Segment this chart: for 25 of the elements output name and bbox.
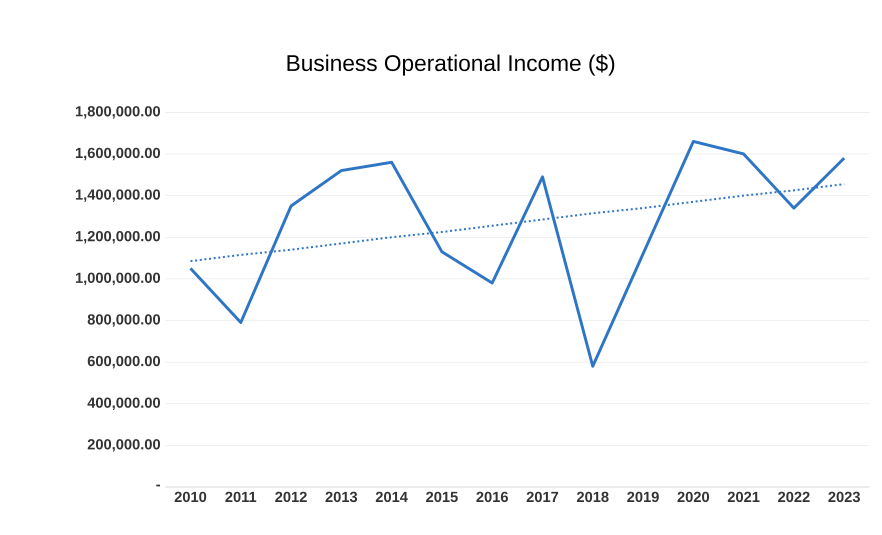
x-tick-label: 2017 <box>526 492 558 502</box>
y-tick-label: 400,000.00 <box>87 397 160 410</box>
x-tick-label: 2018 <box>576 492 609 502</box>
y-tick-label: - <box>156 484 160 486</box>
x-tick-label: 2019 <box>627 492 659 502</box>
y-tick-label: 200,000.00 <box>88 439 160 452</box>
y-tick-label: 1,200,000.00 <box>76 230 160 244</box>
x-tick-label: 2012 <box>275 492 307 502</box>
x-tick-label: 2020 <box>678 492 710 502</box>
y-tick-label: 600,000.00 <box>88 356 160 368</box>
x-tick-label: 2023 <box>828 492 860 502</box>
x-tick-label: 2016 <box>476 492 508 502</box>
y-tick-label: 1,600,000.00 <box>76 148 160 160</box>
y-tick-label: 1,000,000.00 <box>76 272 160 286</box>
x-tick-label: 2014 <box>376 492 408 502</box>
chart-title: Business Operational Income ($) <box>287 54 614 76</box>
x-tick-label: 2022 <box>778 492 810 502</box>
x-tick-label: 2021 <box>728 492 760 502</box>
y-tick-label: 800,000.00 <box>88 314 160 327</box>
y-tick-label: 1,800,000.00 <box>76 106 160 119</box>
x-tick-label: 2013 <box>326 492 358 502</box>
x-tick-label: 2015 <box>426 492 458 502</box>
x-tick-label: 2010 <box>174 492 206 502</box>
x-tick-label: 2011 <box>225 492 256 502</box>
y-tick-label: 1,400,000.00 <box>76 189 160 202</box>
